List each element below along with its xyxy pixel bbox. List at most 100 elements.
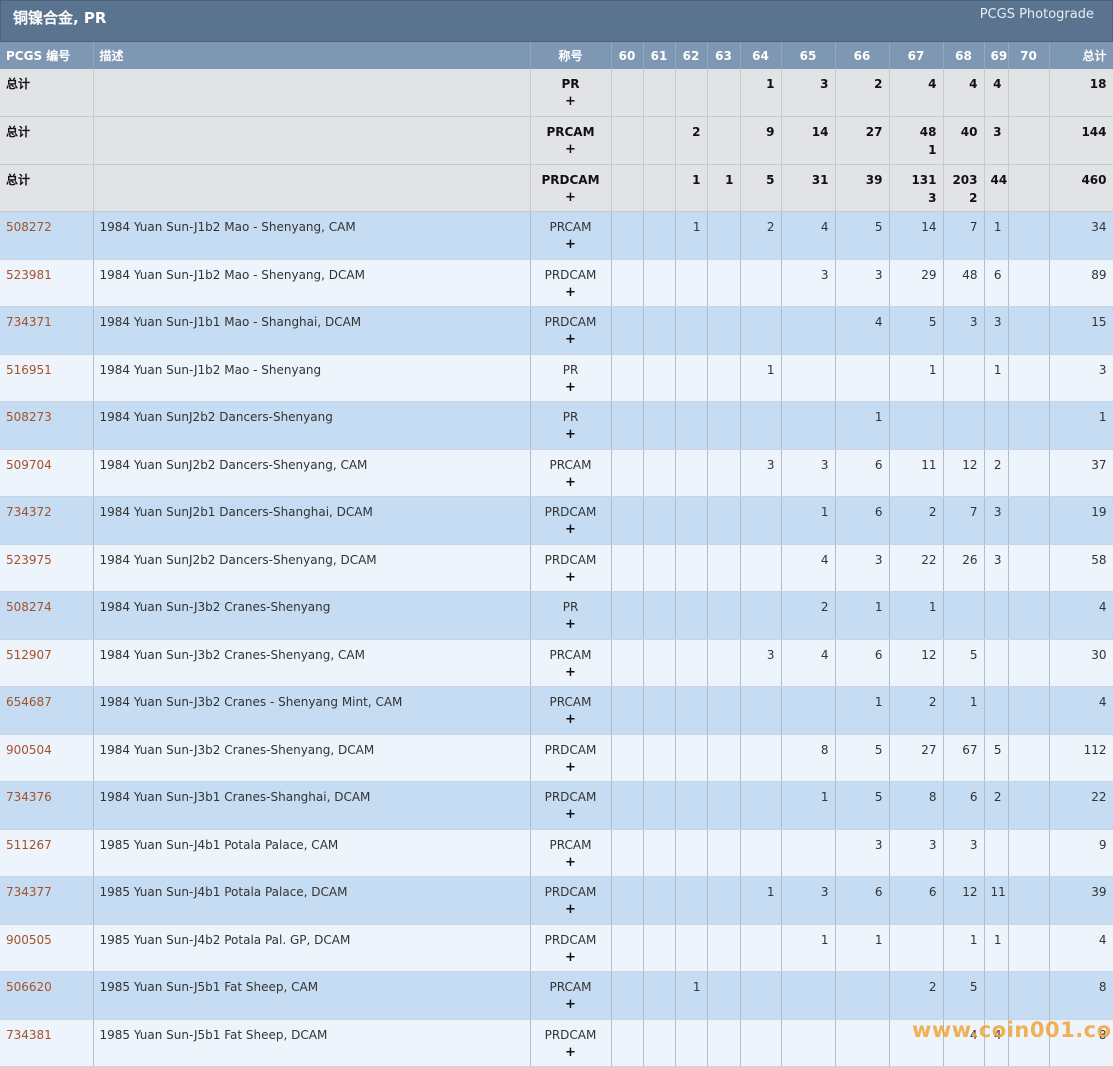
plus-grade-toggle[interactable]: +	[565, 379, 576, 395]
col-header-total[interactable]: 总计	[1049, 42, 1113, 69]
grade-count: 6	[943, 781, 985, 830]
coin-description: 1984 Yuan Sun-J3b2 Cranes-Shenyang, CAM	[93, 639, 531, 687]
grade-count	[707, 686, 741, 735]
grade-count: 11	[889, 449, 944, 497]
pcgs-code-link[interactable]: 508273	[6, 410, 52, 424]
plus-grade-toggle[interactable]: +	[565, 522, 576, 537]
pcgs-code-link[interactable]: 900505	[6, 932, 52, 947]
pcgs-code-link[interactable]: 511267	[6, 837, 52, 852]
coin-description: 1985 Yuan Sun-J4b1 Potala Palace, CAM	[93, 829, 531, 877]
grade-count: 5	[835, 781, 890, 830]
table-row: 508274 1984 Yuan Sun-J3b2 Cranes-Shenyang…	[0, 591, 1113, 640]
pcgs-code-cell: 523981	[0, 259, 94, 307]
plus-grade-toggle[interactable]: +	[565, 142, 576, 157]
grade-count: 3	[984, 496, 1009, 545]
pcgs-code-link[interactable]: 734377	[6, 885, 52, 899]
pcgs-code-link[interactable]: 734381	[6, 1027, 52, 1042]
grade-count	[611, 401, 644, 450]
col-header-grade-68[interactable]: 68	[943, 42, 985, 69]
grade-count: 3	[993, 125, 1002, 139]
grade-count-cell	[643, 164, 676, 212]
plus-grade-toggle[interactable]: +	[565, 949, 576, 965]
grade-count	[643, 829, 676, 877]
pcgs-code-link[interactable]: 509704	[6, 457, 52, 472]
pcgs-code-link[interactable]: 900504	[6, 742, 52, 757]
grade-count	[1008, 354, 1050, 402]
plus-grade-toggle[interactable]: +	[565, 94, 576, 109]
coin-description: 1984 Yuan SunJ2b1 Dancers-Shanghai, DCAM	[93, 496, 531, 545]
plus-grade-toggle[interactable]: +	[565, 427, 576, 442]
pcgs-code-link[interactable]: 734371	[6, 315, 52, 329]
pcgs-code-link[interactable]: 734376	[6, 790, 52, 804]
photograde-link[interactable]: PCGS Photograde	[979, 7, 1094, 22]
col-header-grade-69[interactable]: 69	[984, 42, 1009, 69]
grade-count	[643, 734, 676, 782]
plus-grade-toggle[interactable]: +	[565, 284, 576, 300]
grade-count	[707, 876, 741, 925]
plus-grade-toggle[interactable]: +	[565, 569, 576, 585]
grade-count: 6	[835, 876, 890, 925]
plus-grade-toggle[interactable]: +	[565, 807, 576, 822]
designation-label: PRDCAM	[544, 267, 597, 282]
grade-count-cell: 31	[781, 164, 836, 212]
table-row: 509704 1984 Yuan SunJ2b2 Dancers-Shenyang…	[0, 449, 1113, 497]
col-header-designation[interactable]: 称号	[530, 42, 612, 69]
plus-grade-toggle[interactable]: +	[565, 1044, 576, 1060]
grade-count	[740, 401, 782, 450]
pcgs-code-cell: 508274	[0, 591, 94, 640]
pcgs-code-link[interactable]: 508274	[6, 600, 52, 614]
grade-count: 27	[865, 125, 883, 139]
coin-description: 1985 Yuan Sun-J4b1 Potala Palace, DCAM	[93, 876, 531, 925]
col-header-grade-70[interactable]: 70	[1008, 42, 1050, 69]
col-header-grade-62[interactable]: 62	[675, 42, 708, 69]
pcgs-code-link[interactable]: 734372	[6, 505, 52, 519]
plus-grade-toggle[interactable]: +	[565, 712, 576, 727]
grade-count: 5	[835, 211, 890, 260]
plus-grade-toggle[interactable]: +	[565, 759, 576, 775]
grade-count-cell: 1	[707, 164, 741, 212]
designation-label: PR	[562, 410, 579, 424]
col-header-grade-67[interactable]: 67	[889, 42, 944, 69]
col-header-code[interactable]: PCGS 编号	[0, 42, 94, 69]
grade-count: 5	[835, 734, 890, 782]
plus-grade-toggle[interactable]: +	[565, 854, 576, 870]
col-header-grade-61[interactable]: 61	[643, 42, 676, 69]
plus-grade-toggle[interactable]: +	[565, 474, 576, 490]
pcgs-code-link[interactable]: 654687	[6, 695, 52, 709]
grade-count	[740, 259, 782, 307]
grade-count: 14	[889, 211, 944, 260]
col-header-description[interactable]: 描述	[93, 42, 531, 69]
grade-count: 40	[960, 125, 978, 139]
pcgs-code-link[interactable]: 512907	[6, 647, 52, 662]
pcgs-code-link[interactable]: 523975	[6, 552, 52, 567]
col-header-grade-60[interactable]: 60	[611, 42, 644, 69]
pcgs-code-link[interactable]: 523981	[6, 267, 52, 282]
col-header-grade-65[interactable]: 65	[781, 42, 836, 69]
grade-count	[740, 306, 782, 355]
designation-label: PR	[562, 362, 579, 377]
plus-grade-toggle[interactable]: +	[565, 189, 576, 205]
plus-grade-toggle[interactable]: +	[565, 332, 576, 347]
designation-cell: PR +	[530, 401, 612, 450]
designation-cell: PR +	[530, 354, 612, 402]
plus-grade-toggle[interactable]: +	[565, 237, 576, 252]
pcgs-code-link[interactable]: 506620	[6, 980, 52, 994]
grade-count: 2	[889, 496, 944, 545]
grade-count	[675, 449, 708, 497]
pcgs-code-link[interactable]: 516951	[6, 362, 52, 377]
grade-count: 39	[865, 172, 883, 187]
plus-grade-toggle[interactable]: +	[565, 664, 576, 680]
grade-count	[740, 734, 782, 782]
plus-grade-toggle[interactable]: +	[565, 997, 576, 1012]
grade-count	[1008, 876, 1050, 925]
plus-grade-toggle[interactable]: +	[565, 617, 576, 632]
pcgs-code-cell: 734381	[0, 1019, 94, 1067]
pcgs-code-link[interactable]: 508272	[6, 220, 52, 234]
grade-count: 3	[984, 306, 1009, 355]
col-header-grade-66[interactable]: 66	[835, 42, 890, 69]
col-header-grade-63[interactable]: 63	[707, 42, 741, 69]
grade-count: 5	[889, 306, 944, 355]
pcgs-code-cell: 516951	[0, 354, 94, 402]
plus-grade-toggle[interactable]: +	[565, 902, 576, 917]
col-header-grade-64[interactable]: 64	[740, 42, 782, 69]
